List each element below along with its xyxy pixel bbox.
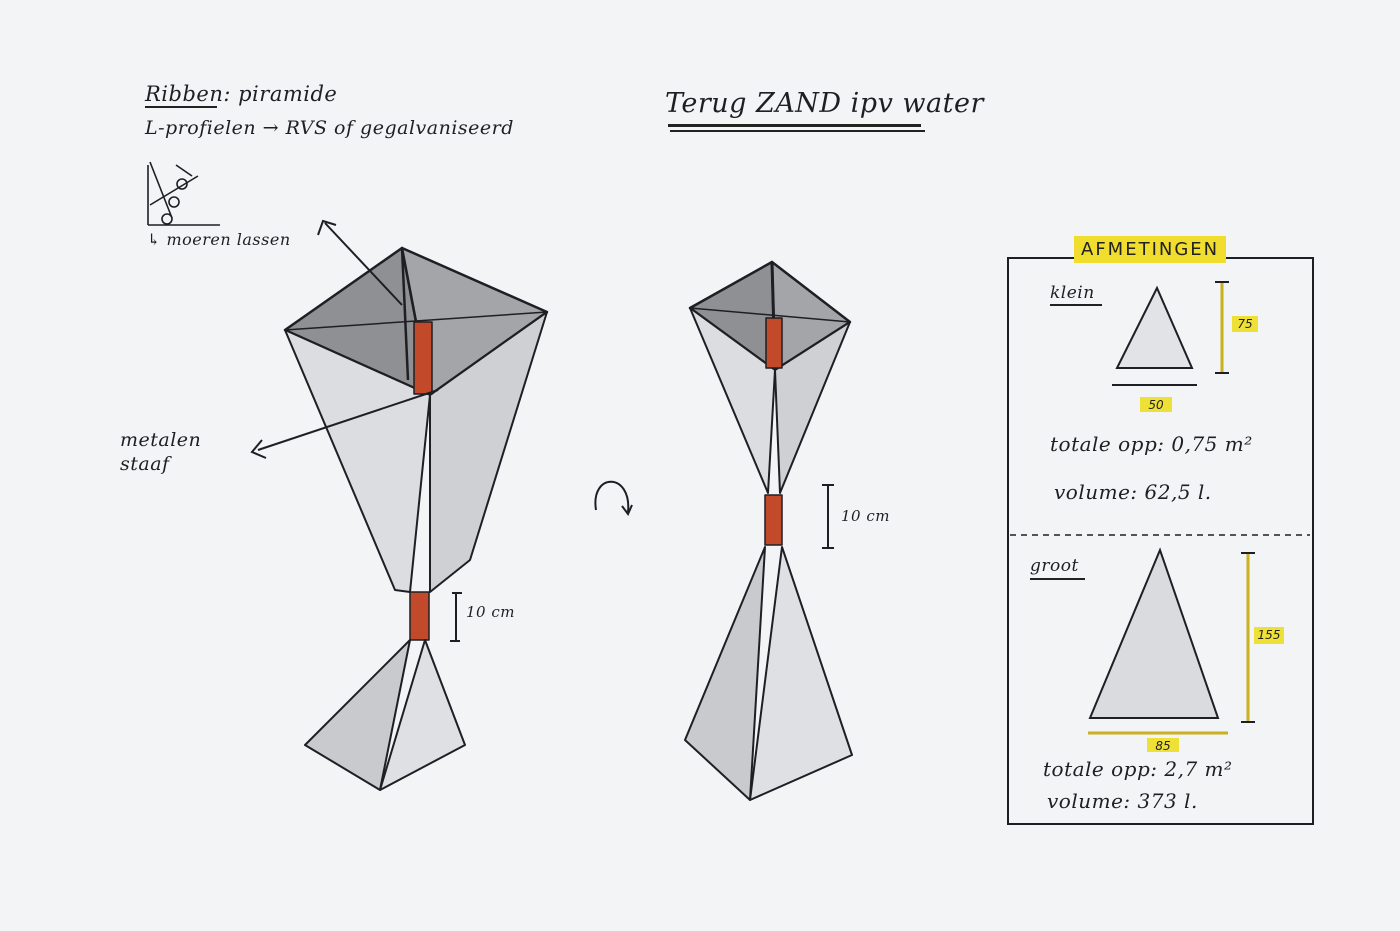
mid-metal-rod-top bbox=[765, 317, 783, 369]
klein-underline bbox=[1050, 304, 1102, 306]
groot-label: groot bbox=[1030, 556, 1079, 576]
klein-triangle bbox=[1115, 285, 1194, 369]
klein-height-value: 75 bbox=[1232, 316, 1258, 332]
note-metalen-staaf: metalen staaf bbox=[120, 429, 202, 475]
mid-metal-rod-mid bbox=[764, 494, 783, 546]
klein-total-area: totale opp: 0,75 m² bbox=[1050, 432, 1253, 456]
mid-bottom-face-right bbox=[749, 546, 853, 801]
l-profile-sketch bbox=[147, 161, 220, 226]
note-moeren: ↳ moeren lassen bbox=[147, 230, 291, 249]
title-underline-second bbox=[670, 130, 925, 132]
page-title: Terug ZAND ipv water bbox=[665, 88, 984, 119]
groot-height-value: 155 bbox=[1254, 627, 1284, 644]
groot-underline bbox=[1030, 578, 1085, 580]
note-ribben-underline bbox=[145, 106, 217, 108]
left-metal-rod-mid bbox=[409, 591, 430, 641]
groot-volume: volume: 373 l. bbox=[1047, 789, 1198, 813]
klein-label: klein bbox=[1050, 283, 1095, 303]
afmetingen-header: AFMETINGEN bbox=[1074, 236, 1227, 263]
note-ribben: Ribben: piramide bbox=[145, 82, 338, 106]
groot-base-value: 85 bbox=[1147, 738, 1179, 753]
note-profielen: L-profielen → RVS of gegalvaniseerd bbox=[145, 117, 514, 139]
middle-rod-dimension: 10 cm bbox=[841, 507, 890, 525]
klein-volume: volume: 62,5 l. bbox=[1054, 480, 1212, 504]
middle-hourglass-object bbox=[684, 260, 853, 801]
left-bottom-face-left bbox=[304, 639, 411, 791]
klein-base-value: 50 bbox=[1140, 397, 1172, 412]
left-hourglass-object bbox=[283, 246, 549, 791]
groot-total-area: totale opp: 2,7 m² bbox=[1043, 757, 1233, 781]
mid-bottom-face-left bbox=[684, 546, 766, 801]
annotation-arrows bbox=[250, 219, 633, 642]
left-metal-rod-top bbox=[413, 321, 433, 395]
left-funnel-right bbox=[429, 311, 548, 593]
mid-funnel-right bbox=[774, 321, 851, 494]
title-underline bbox=[668, 124, 921, 127]
groot-triangle bbox=[1088, 547, 1220, 719]
left-rod-dimension: 10 cm bbox=[466, 603, 515, 621]
left-bottom-face-right bbox=[379, 639, 466, 791]
mid-funnel-left bbox=[689, 307, 776, 494]
